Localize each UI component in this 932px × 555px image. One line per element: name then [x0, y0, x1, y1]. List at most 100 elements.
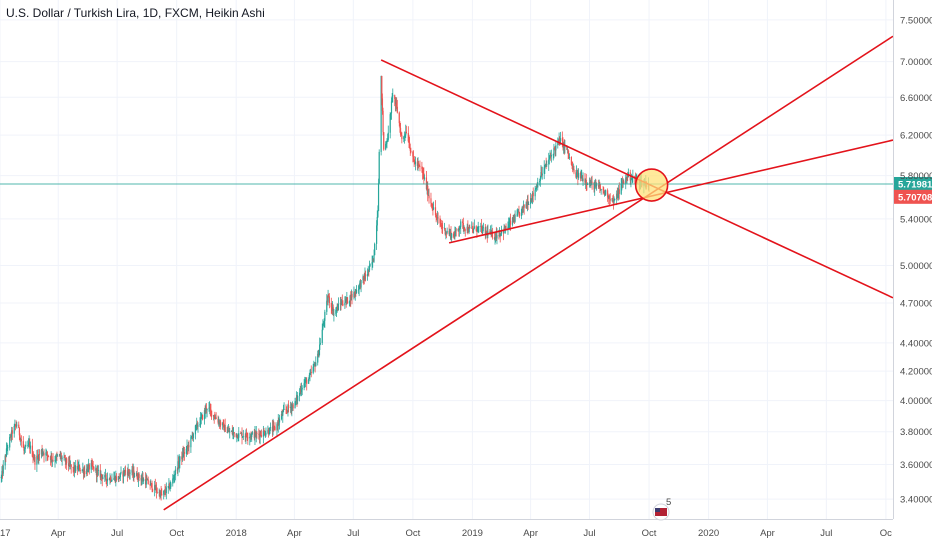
candle-body — [235, 433, 237, 437]
y-tick-label: 4.00000 — [900, 396, 932, 407]
candle-body — [172, 478, 174, 484]
candle-body — [78, 465, 80, 467]
candle-body — [623, 181, 625, 184]
candle-body — [240, 433, 242, 434]
candle-body — [355, 290, 358, 294]
candle-body — [215, 417, 217, 420]
candle-body — [431, 205, 433, 209]
candle-body — [117, 476, 120, 481]
candle-body — [96, 470, 98, 476]
candle-body — [620, 184, 622, 194]
candle-body — [358, 284, 360, 290]
candle-body — [182, 452, 184, 457]
candle-body — [264, 434, 266, 436]
watermark-badge: 5 — [652, 497, 671, 521]
candle-body — [150, 483, 153, 484]
x-tick-label: 2019 — [462, 528, 483, 539]
candle-body — [344, 302, 346, 306]
x-tick-label: Jul — [583, 528, 595, 539]
candle-body — [462, 223, 464, 229]
candle-body — [581, 176, 583, 178]
candle-body — [390, 113, 392, 115]
candle-body — [29, 442, 31, 449]
candle-body — [110, 477, 112, 482]
candle-body — [498, 235, 500, 237]
candle-body — [511, 217, 514, 225]
x-tick-label: Jul — [820, 528, 832, 539]
candle-body — [14, 424, 16, 426]
candle-body — [104, 474, 107, 476]
candle-body — [119, 473, 121, 478]
candle-body — [471, 227, 473, 229]
candle-body — [11, 430, 13, 434]
candle-body — [467, 226, 469, 232]
candle-body — [285, 409, 287, 410]
candle-body — [445, 232, 448, 234]
candle-body — [449, 231, 451, 233]
candle-body — [485, 231, 487, 234]
flag-stripes — [655, 508, 667, 516]
candle-body — [313, 364, 315, 367]
candle-body — [210, 409, 212, 411]
candle-body — [476, 226, 479, 231]
candle-body — [526, 204, 528, 205]
candle-body — [521, 206, 523, 209]
candle-body — [346, 297, 348, 301]
candle-body — [509, 220, 512, 225]
candle-body — [390, 101, 393, 114]
candle-body — [324, 311, 326, 321]
candle-body — [251, 432, 253, 434]
candle-body — [168, 483, 170, 487]
candle-body — [523, 204, 525, 208]
candle-body — [531, 192, 534, 200]
candle-body — [559, 138, 561, 143]
candle-body — [120, 472, 122, 474]
candle-body — [310, 371, 312, 375]
candle-body — [245, 432, 247, 438]
candle-body — [18, 427, 21, 436]
candle-body — [404, 135, 406, 137]
candle-body — [192, 435, 194, 438]
candle-body — [527, 201, 529, 205]
candle-body — [576, 171, 578, 173]
candle-body — [332, 307, 334, 315]
candle-body — [387, 132, 389, 140]
candle-body — [437, 217, 439, 219]
candle-body — [550, 156, 552, 158]
candle-body — [170, 483, 172, 487]
candle-body — [491, 231, 494, 238]
candle-body — [29, 445, 32, 449]
candle-body — [427, 185, 429, 196]
candle-body — [205, 407, 207, 412]
candle-body — [295, 397, 297, 402]
price-tag-box — [894, 176, 932, 191]
candle-body — [558, 138, 560, 142]
candle-body — [27, 443, 30, 446]
candle-body — [351, 293, 353, 298]
candle-body — [183, 452, 186, 454]
candle-body — [571, 164, 573, 166]
candle-body — [309, 374, 311, 376]
candle-body — [246, 435, 248, 438]
candle-body — [490, 231, 492, 234]
candle-body — [386, 141, 388, 144]
candle-body — [526, 201, 528, 205]
candle-body — [517, 211, 519, 213]
candle-body — [267, 429, 270, 434]
candle-body — [115, 476, 118, 481]
candle-body — [443, 228, 446, 229]
candle-body — [178, 461, 180, 466]
candle-body — [5, 455, 7, 457]
candle-body — [16, 424, 18, 426]
y-tick-label: 7.50000 — [900, 15, 932, 26]
x-tick-label: Oct — [169, 528, 184, 539]
candle-body — [113, 478, 115, 480]
candle-body — [133, 470, 135, 477]
candle-body — [191, 435, 193, 437]
candle-body — [241, 433, 243, 438]
candle-body — [531, 199, 533, 201]
candle-body — [594, 184, 596, 190]
candle-body — [544, 166, 546, 168]
